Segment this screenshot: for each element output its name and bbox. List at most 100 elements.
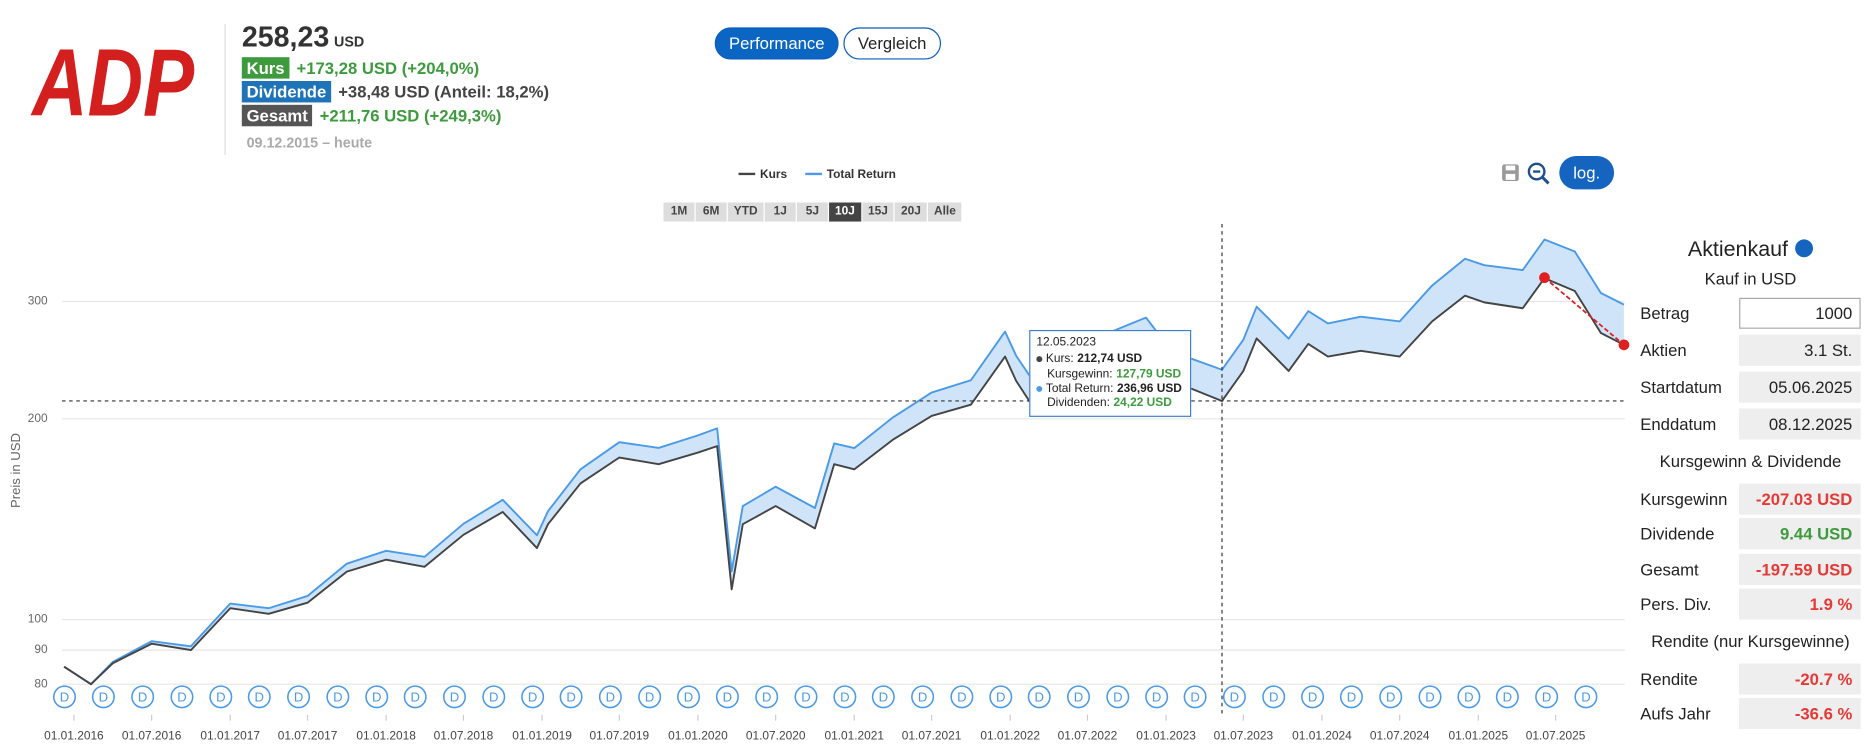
change-value: +173,28 USD (+204,0%) [296,58,480,78]
row-label: Kursgewinn [1640,489,1728,509]
tooltip-value: 212,74 USD [1077,352,1143,367]
purchase-point [1539,272,1550,284]
dividend-marker-label: D [372,689,381,704]
change-row: Gesamt +211,76 USD (+249,3%) [241,104,501,127]
change-value: +38,48 USD (Anteil: 18,2%) [338,82,550,102]
logo: ADP [31,31,195,137]
purchase-line [1543,276,1625,346]
dividend-marker-label: D [1190,689,1199,704]
x-tick-label: 01.07.2025 [1526,728,1586,742]
dividend-marker-label: D [1152,689,1161,704]
dividend-marker-label: D [294,689,303,704]
zoom-out-icon[interactable] [1527,162,1550,185]
dividend-marker [1301,685,1325,709]
row-value[interactable]: 1000 [1739,297,1861,329]
dividend-marker-label: D [528,689,537,704]
y-tick-label: 90 [34,642,48,656]
range-button[interactable]: 1M [663,202,695,222]
x-tick-label: 01.01.2022 [980,728,1040,742]
dividend-marker-label: D [177,689,186,704]
tooltip-value: 236,96 USD [1116,382,1182,396]
tab-button[interactable]: Vergleich [843,27,941,60]
dividend-marker [170,685,194,709]
row-value: -207.03 USD [1739,483,1861,515]
x-tick-label: 01.07.2021 [902,728,962,742]
price: 258,23 [241,21,330,54]
dividend-marker [1027,685,1051,709]
calculator-row: Enddatum 08.12.2025 [1640,405,1861,442]
dividend-marker [442,685,466,709]
dividend-marker-label: D [60,689,69,704]
dividend-marker-label: D [723,689,732,704]
range-button[interactable]: 5J [796,202,828,222]
x-tick-label: 01.07.2022 [1058,728,1118,742]
x-tick-label: 01.07.2016 [122,728,182,742]
calculator-subtitle: Kauf in USD [1704,269,1797,289]
range-button[interactable]: YTD [727,202,764,222]
x-tick-label: 01.01.2018 [356,728,416,742]
x-tick-label: 01.07.2024 [1370,728,1430,742]
tab-button[interactable]: Performance [714,27,839,60]
x-tick-label: 01.01.2017 [200,728,260,742]
dividend-marker-label: D [255,689,264,704]
dividend-marker [1495,685,1519,709]
row-value: 1.9 % [1739,588,1861,620]
dividend-marker [1262,685,1286,709]
dividend-marker-label: D [99,689,108,704]
log-button[interactable]: log. [1559,156,1615,190]
calculator-row: Betrag 1000 [1640,294,1861,331]
tooltip-row: Kurs: 212,74 USD [1036,353,1184,368]
tooltip-label: Dividenden: [1047,396,1110,410]
dividend-marker-label: D [1581,689,1590,704]
dividend-marker [403,685,427,709]
dividend-marker [247,685,271,709]
range-button[interactable]: Alle [928,202,962,222]
dividend-marker-label: D [333,689,342,704]
dividend-marker [1145,685,1169,709]
tooltip-bullet [1036,356,1043,363]
row-label: Startdatum [1640,377,1722,397]
range-button[interactable]: 20J [895,202,927,222]
dividend-marker [521,685,545,709]
row-value: 9.44 USD [1739,518,1861,550]
range-buttons: 1M 6M YTD 1J 5J 10J 15J 20J Alle [663,202,962,222]
tooltip-value: 24,22 USD [1113,396,1172,410]
range-button[interactable]: 6M [695,202,727,222]
row-label: Dividende [1640,524,1715,544]
y-axis-label: Preis in USD [8,433,23,508]
dividend-marker [209,685,233,709]
dividend-marker [326,685,350,709]
row-value: 08.12.2025 [1739,407,1861,439]
dividend-marker-label: D [410,689,419,704]
section-title: Rendite (nur Kursgewinne) [1651,631,1850,651]
range-button[interactable]: 15J [862,202,894,222]
period: 09.12.2015 – heute [246,134,373,152]
tooltip-row: Kursgewinn: 127,79 USD [1036,368,1184,383]
dividend-marker-label: D [1269,689,1278,704]
dividend-marker-label: D [216,689,225,704]
dividend-marker [911,685,935,709]
row-label: Enddatum [1640,413,1717,434]
dividend-marker [287,685,311,709]
dividend-marker [1418,685,1442,709]
tabs: Performance Vergleich [714,27,941,60]
badge: Gesamt [241,104,313,127]
tooltip-value: 127,79 USD [1116,367,1182,381]
x-tick-label: 01.01.2024 [1292,728,1352,742]
info-icon [1795,239,1814,258]
x-tick-label: 01.01.2019 [512,728,572,742]
save-icon[interactable] [1502,164,1519,182]
row-value: -20.7 % [1739,663,1861,695]
change-row: Kurs +173,28 USD (+204,0%) [241,57,480,79]
dividend-marker-label: D [1230,689,1239,704]
range-button[interactable]: 1J [764,202,796,222]
range-button[interactable]: 10J [829,202,861,222]
x-tick-label: 01.01.2025 [1448,728,1508,742]
x-tick-label: 01.01.2016 [44,728,104,742]
badge: Kurs [241,57,290,79]
change-row: Dividende +38,48 USD (Anteil: 18,2%) [241,81,550,103]
dividend-marker-label: D [1113,689,1122,704]
dividend-marker [1183,685,1207,709]
dividend-marker [1339,685,1363,709]
dividend-marker [989,685,1013,709]
